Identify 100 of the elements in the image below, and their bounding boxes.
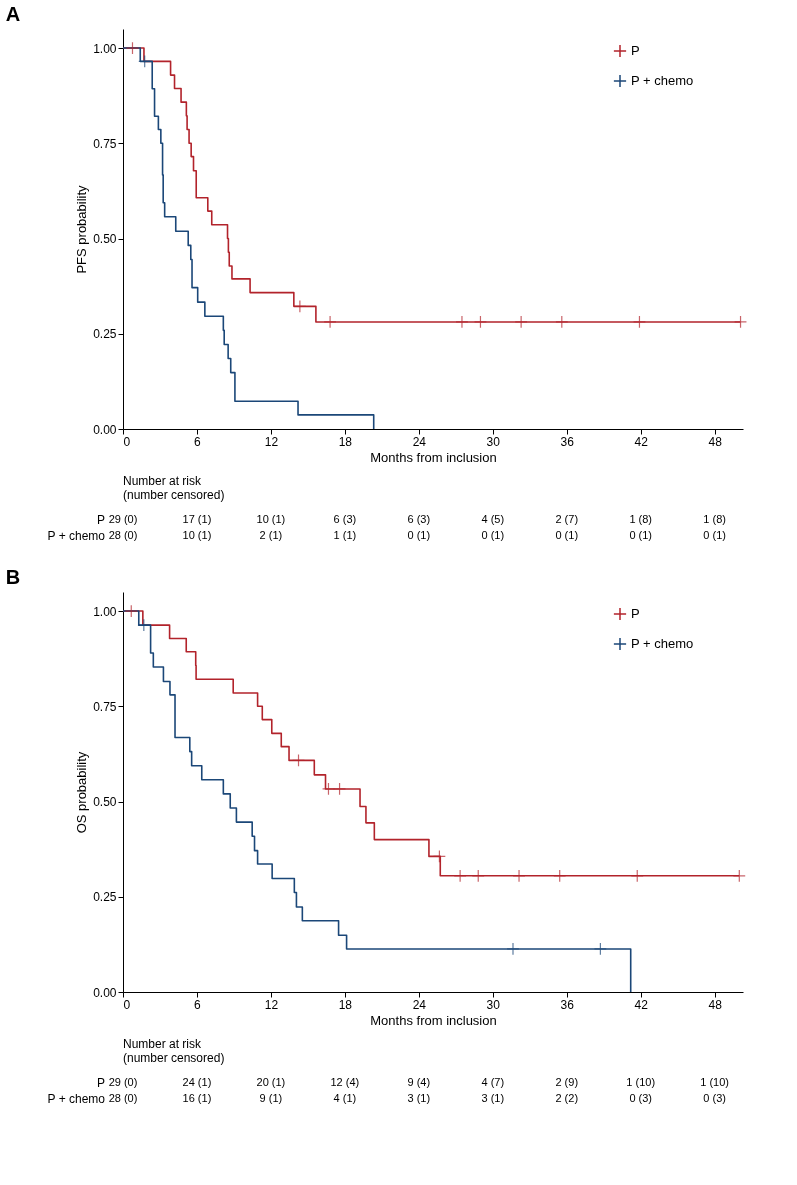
text: 0 (1) [555, 529, 579, 541]
x-tick-label: 48 [708, 434, 723, 449]
point [137, 618, 151, 632]
y-axis-title: OS probability [74, 751, 90, 834]
text: 2 (7) [555, 513, 579, 525]
point [453, 869, 467, 883]
y-axis-title: PFS probability [74, 184, 90, 274]
text: 17 (1) [182, 513, 212, 525]
chart-title: A [5, 3, 21, 25]
x-tick-label: 24 [412, 997, 427, 1012]
x-tick-label: 36 [560, 434, 575, 449]
text: 28 (0) [108, 1092, 138, 1104]
point [512, 869, 526, 883]
x-tick-label: 42 [634, 434, 649, 449]
text: 4 (5) [481, 513, 505, 525]
legend-label: P + chemo [631, 636, 694, 651]
point [321, 782, 335, 796]
text: 3 (1) [481, 1092, 505, 1104]
text: 1 (1) [333, 529, 357, 541]
point [455, 315, 469, 329]
y-tick-label: 0.25 [93, 890, 117, 905]
legend-label: P + chemo [631, 73, 694, 88]
text: 29 (0) [108, 1076, 138, 1088]
point [125, 41, 140, 55]
point [632, 315, 646, 329]
y-tick-label: 1.00 [93, 604, 117, 619]
point [293, 299, 307, 313]
text: 24 (1) [182, 1076, 212, 1088]
x-axis-title: Months from inclusion [370, 1012, 497, 1028]
chart-title: B [5, 566, 21, 588]
x-axis-title: Months from inclusion [370, 449, 497, 465]
x-tick-label: 18 [338, 434, 353, 449]
text: 10 (1) [182, 529, 212, 541]
y-tick-label: 0.00 [93, 985, 117, 1000]
y-tick-label: 0.50 [93, 232, 117, 247]
text: 28 (0) [108, 529, 138, 541]
text: 1 (8) [629, 513, 653, 525]
text: 2 (1) [259, 529, 283, 541]
point [138, 54, 152, 68]
legend-label: P [631, 606, 640, 621]
text: 1 (10) [700, 1076, 730, 1088]
x-tick-label: 6 [194, 997, 202, 1012]
point [514, 315, 528, 329]
text: 0 (1) [703, 529, 726, 541]
x-tick-label: 24 [412, 434, 427, 449]
x-tick-label: 12 [264, 434, 279, 449]
point [124, 604, 138, 618]
text: 1 (8) [703, 513, 726, 525]
text: Number at risk (number censored) [123, 1037, 225, 1065]
point [333, 782, 347, 796]
x-tick-label: 30 [486, 434, 501, 449]
text: 9 (4) [407, 1076, 431, 1088]
text: 4 (1) [333, 1092, 357, 1104]
text: P + chemo [47, 529, 105, 543]
text: 2 (2) [555, 1092, 579, 1104]
text: 10 (1) [256, 513, 286, 525]
text: Number at risk (number censored) [123, 474, 225, 502]
x-tick-label: 48 [708, 997, 723, 1012]
text: 0 (1) [629, 529, 653, 541]
point [292, 753, 306, 767]
text: 6 (3) [333, 513, 357, 525]
x-tick-label: 0 [123, 434, 131, 449]
point [506, 942, 520, 956]
point [555, 315, 569, 329]
point [732, 869, 746, 883]
text: 2 (9) [555, 1076, 579, 1088]
x-tick-label: 30 [486, 997, 501, 1012]
text: 0 (1) [481, 529, 505, 541]
x-tick-label: 0 [123, 997, 131, 1012]
point [471, 869, 485, 883]
text: 20 (1) [256, 1076, 286, 1088]
y-tick-label: 0.00 [93, 422, 117, 437]
text: 16 (1) [182, 1092, 212, 1104]
text: P [96, 1076, 105, 1090]
text: 12 (4) [330, 1076, 360, 1088]
y-tick-label: 1.00 [93, 41, 117, 56]
text: 1 (10) [626, 1076, 656, 1088]
x-tick-label: 6 [194, 434, 202, 449]
point [734, 315, 748, 329]
x-tick-label: 42 [634, 997, 649, 1012]
text: 0 (3) [629, 1092, 653, 1104]
x-tick-label: 12 [264, 997, 279, 1012]
x-tick-label: 18 [338, 997, 353, 1012]
text: 29 (0) [108, 513, 138, 525]
point [630, 869, 644, 883]
point [553, 869, 567, 883]
y-tick-label: 0.25 [93, 327, 117, 342]
text: 0 (3) [703, 1092, 726, 1104]
y-tick-label: 0.50 [93, 795, 117, 810]
text: 3 (1) [407, 1092, 431, 1104]
text: P [96, 513, 105, 527]
point [323, 315, 337, 329]
y-tick-label: 0.75 [93, 136, 117, 151]
point [593, 942, 607, 956]
x-tick-label: 36 [560, 997, 575, 1012]
text: 4 (7) [481, 1076, 505, 1088]
legend-label: P [631, 43, 640, 58]
text: 0 (1) [407, 529, 431, 541]
text: 6 (3) [407, 513, 431, 525]
text: P + chemo [47, 1092, 105, 1106]
